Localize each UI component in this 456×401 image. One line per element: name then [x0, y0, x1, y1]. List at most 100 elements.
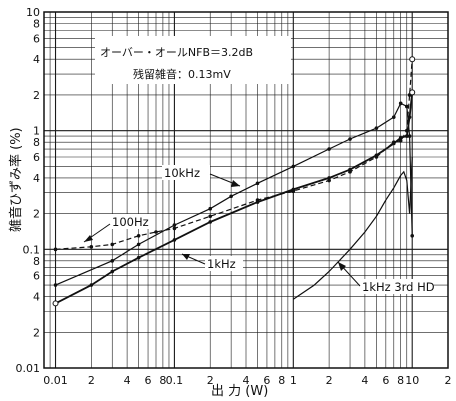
y-tick-label: 4: [33, 53, 40, 66]
pointer-3rd-hd-arrowhead: [338, 262, 346, 271]
data-point-10khz: [53, 283, 58, 287]
data-point-1khz: [327, 176, 331, 180]
y-tick-label: 0.01: [16, 362, 41, 375]
data-point-100hz: [398, 139, 403, 143]
y-tick-label: 6: [33, 32, 40, 45]
annotation-box: [95, 36, 291, 84]
data-point-10khz: [327, 147, 331, 151]
y-tick-label: 8: [33, 255, 40, 268]
data-point-10khz: [110, 259, 115, 263]
x-tick-label: 6: [263, 374, 270, 387]
data-point-1khz: [136, 255, 141, 260]
x-axis-title: 出 力 (W): [211, 384, 268, 399]
data-point-1khz: [404, 134, 409, 138]
label-pointers: [83, 173, 361, 287]
data-point-1khz: [208, 220, 213, 224]
data-point-100hz: [53, 247, 58, 252]
x-tick-label: 0.01: [43, 374, 68, 387]
label-bg-100hz: [110, 214, 155, 229]
y-tick-label: 8: [33, 17, 40, 30]
data-point-10khz: [391, 115, 396, 119]
y-tick-label: 8: [33, 136, 40, 149]
series-line-1khz-3rd-hd: [292, 156, 413, 300]
y-axis-title: 雑音ひずみ率 (%): [8, 127, 24, 232]
y-tick-label: 2: [33, 89, 40, 102]
data-point-100hz: [136, 234, 141, 238]
data-point-100hz: [154, 230, 158, 234]
data-point-10khz: [374, 126, 379, 130]
series-label-1khz: 1kHz: [207, 257, 236, 271]
y-tick-label: 4: [33, 172, 40, 185]
x-tick-label: 4: [124, 374, 131, 387]
data-point-10khz: [407, 134, 412, 138]
label-bg-3rd-hd: [360, 279, 434, 294]
x-tick-label: 10: [405, 374, 419, 387]
series-label-100hz: 100Hz: [112, 215, 149, 229]
y-tick-label: 10: [26, 6, 40, 19]
x-tick-label: 1: [290, 374, 297, 387]
label-bg-10khz: [162, 165, 210, 180]
x-tick-label: 4: [361, 374, 368, 387]
data-point-1khz: [89, 283, 94, 287]
x-tick-label: 4: [243, 374, 250, 387]
x-tick-label: 6: [145, 374, 152, 387]
data-point-1khz: [172, 238, 177, 242]
y-tick-label: 1: [33, 125, 40, 138]
pointer-10khz-arrowhead: [231, 180, 240, 187]
data-point-10khz: [136, 242, 141, 247]
data-point-1khz: [374, 153, 379, 158]
y-tick-label: 4: [33, 291, 40, 304]
y-tick-label: 6: [33, 151, 40, 164]
y-tick-label: 0.1: [23, 243, 41, 256]
tick-labels: 0.01 2 4 6 8 0.1 2 4 6 8 1 2 4 6 8 10 20.0124680.1246812…: [16, 6, 452, 387]
y-tick-label: 2: [33, 326, 40, 339]
x-tick-label: 2: [326, 374, 333, 387]
series-label-10khz: 10kHz: [164, 166, 200, 180]
residual-noise-annotation: 残留雑音：0.13mV: [133, 67, 231, 81]
data-point-1khz: [348, 167, 352, 172]
endpoint-marker: [409, 56, 416, 63]
label-bg-1khz: [205, 256, 243, 271]
data-point-1khz: [291, 187, 296, 192]
x-tick-label: 2: [88, 374, 95, 387]
data-point-100hz: [327, 178, 331, 183]
data-point-1khz: [407, 115, 412, 119]
endpoint-marker: [409, 89, 416, 96]
data-point-10khz: [172, 223, 177, 227]
data-point-10khz: [398, 101, 403, 106]
data-point-10khz: [348, 137, 352, 141]
x-tick-label: 6: [382, 374, 389, 387]
data-point-10khz: [229, 194, 233, 199]
y-tick-label: 6: [33, 270, 40, 283]
data-point-1khz: [255, 200, 260, 204]
x-tick-label: 8: [397, 374, 404, 387]
series-line-10khz: [55, 102, 413, 286]
x-tick-label: 2: [445, 374, 452, 387]
endpoint-marker: [52, 300, 59, 307]
x-tick-label: 2: [207, 374, 214, 387]
data-point-100hz: [89, 245, 94, 249]
x-tick-label: 8: [159, 374, 166, 387]
series-label-3rd-hd: 1kHz 3rd HD: [362, 280, 435, 294]
x-tick-label: 0.1: [166, 374, 184, 387]
nfb-annotation: オーバー・オールNFB＝3.2dB: [100, 46, 253, 59]
data-point-10khz: [410, 234, 415, 238]
data-point-10khz: [208, 206, 213, 211]
data-point-100hz: [110, 242, 115, 247]
y-tick-label: 2: [33, 208, 40, 221]
series-group: [52, 56, 416, 307]
series-line-1khz: [55, 92, 414, 305]
data-point-100hz: [208, 214, 213, 219]
data-point-1khz: [110, 269, 115, 274]
data-point-100hz: [172, 226, 177, 231]
pointer-100hz-arrowhead: [84, 235, 93, 242]
data-point-1khz: [398, 136, 403, 140]
pointer-1khz-arrowhead: [182, 254, 190, 260]
plot-frame: [43, 11, 449, 369]
data-point-1khz: [391, 141, 396, 146]
data-point-10khz: [291, 164, 296, 169]
data-point-10khz: [255, 181, 260, 186]
x-tick-label: 8: [278, 374, 285, 387]
data-point-10khz: [404, 104, 409, 109]
